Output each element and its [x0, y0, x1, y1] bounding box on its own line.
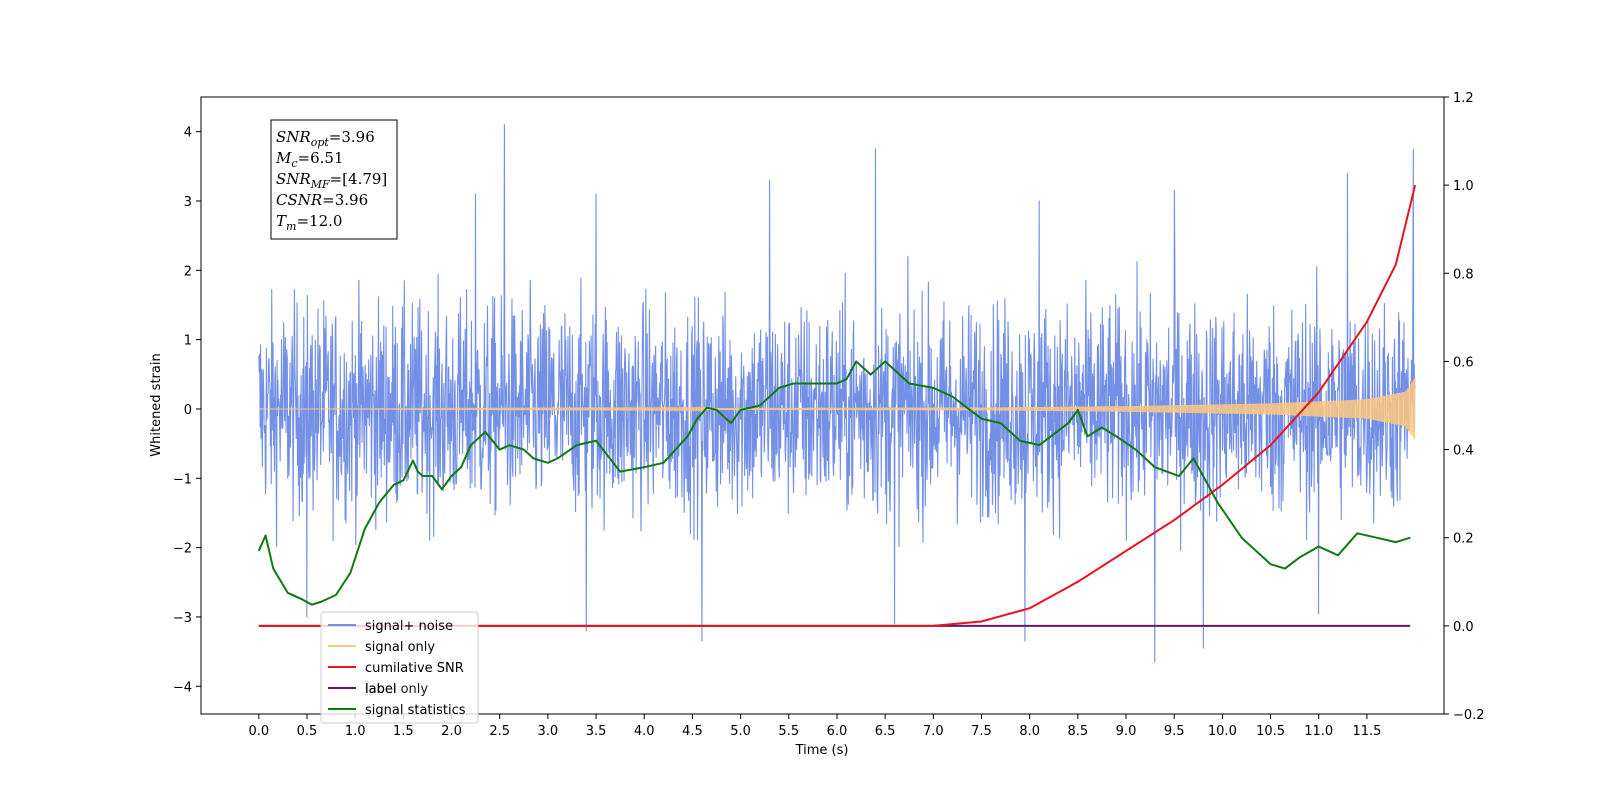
- x-tick-label: 8.0: [1019, 724, 1040, 739]
- series-signal-noise-line: [258, 124, 1416, 663]
- series-signal-only-line: [258, 377, 1416, 440]
- annotation-line: CSNR=3.96: [276, 191, 368, 209]
- x-tick-label: 10.5: [1256, 724, 1285, 739]
- axes: 0.0 0.5 1.0 1.5 2.0 2.5 3.0 3.5 4.0 4.5 5.0 5.5 6.0 6…: [173, 91, 1485, 739]
- y2-tick-label: 0.8: [1453, 267, 1474, 282]
- legend-entry-label: label: [365, 682, 396, 697]
- x-tick-label: 2.5: [489, 724, 510, 739]
- x-tick-label: 11.0: [1304, 724, 1333, 739]
- annotation-line: SNRopt=3.96: [276, 128, 375, 149]
- x-tick-label: 0.5: [297, 724, 318, 739]
- x-tick-label: 9.0: [1116, 724, 1137, 739]
- x-tick-label: 5.0: [730, 724, 751, 739]
- x-axis-label: Time (s): [795, 743, 849, 758]
- x-tick-label: 10.0: [1208, 724, 1237, 739]
- annotation-line: Mc=6.51: [275, 149, 344, 170]
- y-tick-label: 0: [184, 403, 192, 418]
- annotation-subscript: MF: [310, 178, 330, 191]
- y2-tick-label: 0.0: [1453, 620, 1474, 635]
- annotation-line: Tm=12.0: [276, 212, 342, 233]
- y-axis-label: Whitened strain: [149, 353, 164, 456]
- y2-tick-label: 1.0: [1453, 179, 1474, 194]
- x-tick-label: 6.5: [875, 724, 896, 739]
- plot-frame: [200, 96, 1445, 715]
- annotation-name: SNR: [276, 128, 311, 146]
- x-tick-label: 3.0: [538, 724, 559, 739]
- annotation-subscript: opt: [311, 136, 330, 149]
- annotation-value: =3.96: [322, 191, 368, 209]
- x-tick-label: 5.5: [778, 724, 799, 739]
- series-cumilative-snr-line: [258, 184, 1417, 627]
- y-tick-label: 4: [184, 126, 192, 141]
- legend-entry-label: signal only: [365, 640, 435, 655]
- annotation-value: =6.51: [298, 149, 344, 167]
- x-tick-label: 4.0: [634, 724, 655, 739]
- y-tick-label: 2: [184, 264, 192, 279]
- legend-frame: [320, 611, 479, 724]
- annotation-line: SNRMF=[4.79]: [276, 170, 387, 191]
- y2-tick-label: 0.6: [1453, 355, 1474, 370]
- y2-tick-label: 0.4: [1453, 444, 1474, 459]
- y2-tick-label: 0.2: [1453, 532, 1474, 547]
- y-tick-label: 1: [184, 334, 192, 349]
- x-tick-label: 0.0: [248, 724, 269, 739]
- y-tick-label: −2: [173, 542, 192, 557]
- x-tick-label: 1.5: [393, 724, 414, 739]
- y-tick-label: −3: [173, 611, 192, 626]
- legend-entry-label: signal+ noise: [365, 619, 453, 634]
- y-tick-label: −4: [173, 680, 192, 695]
- annotation-name: M: [275, 149, 292, 167]
- x-tick-label: 8.5: [1068, 724, 1089, 739]
- annotation-subscript: m: [286, 220, 296, 233]
- x-tick-label: 7.0: [923, 724, 944, 739]
- annotation-subscript: c: [291, 157, 297, 170]
- y2-tick-label: 1.2: [1453, 91, 1474, 106]
- x-tick-label: 11.5: [1352, 724, 1381, 739]
- legend-entry-label: cumilative SNR: [365, 661, 464, 676]
- annotation-value: =12.0: [296, 212, 342, 230]
- x-tick-label: 6.0: [827, 724, 848, 739]
- annotation-frame: [270, 119, 398, 240]
- y2-tick-label: −0.2: [1453, 708, 1485, 723]
- annotation-name: SNR: [276, 170, 311, 188]
- x-tick-label: 1.0: [345, 724, 366, 739]
- legend-overlap-text: label only: [365, 682, 428, 697]
- x-tick-label: 9.5: [1164, 724, 1185, 739]
- annotation-name: CSNR: [276, 191, 322, 209]
- x-tick-label: 4.5: [682, 724, 703, 739]
- y-tick-label: 3: [184, 195, 192, 210]
- y-tick-label: −1: [173, 472, 192, 487]
- x-tick-label: 3.5: [586, 724, 607, 739]
- annotation-box: SNRopt=3.96Mc=6.51SNRMF=[4.79]CSNR=3.96T…: [270, 119, 398, 240]
- x-tick-label: 7.5: [971, 724, 992, 739]
- x-tick-label: 2.0: [441, 724, 462, 739]
- legend-entry-label: signal statistics: [365, 703, 466, 718]
- series-signal-statistics-line: [257, 360, 1411, 606]
- annotation-name: T: [276, 212, 287, 230]
- annotation-value: =3.96: [329, 128, 375, 146]
- annotation-value: =[4.79]: [330, 170, 388, 188]
- legend: label only signal+ noise signal only cumila…: [320, 611, 479, 724]
